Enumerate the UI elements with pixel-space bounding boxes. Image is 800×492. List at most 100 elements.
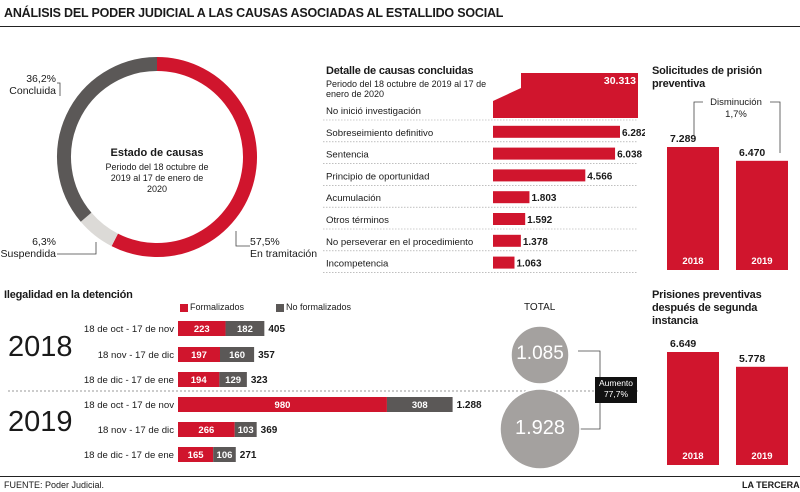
detalle-bar bbox=[493, 191, 530, 204]
solicitudes-bracket-left bbox=[693, 101, 703, 135]
ilegalidad-no-formalizados-label: 106 bbox=[217, 450, 233, 461]
detalle-category-label: Principio de oportunidad bbox=[326, 171, 429, 182]
donut-subtitle-line-2: 2019 al 17 de enero de bbox=[110, 173, 204, 183]
ilegalidad-period-label: 18 de oct - 17 de nov bbox=[84, 400, 174, 411]
ilegalidad-bar-no-formalizados bbox=[234, 422, 257, 437]
donut-segment-suspendida bbox=[80, 212, 119, 247]
detalle-subtitle-line-1: Periodo del 18 octubre de 2019 al 17 de bbox=[326, 79, 487, 89]
detalle-bar bbox=[493, 213, 526, 225]
year-2019-label: 2019 bbox=[8, 406, 73, 438]
aumento-line-2: 77,7% bbox=[603, 389, 629, 399]
donut-segment-tramitacion bbox=[111, 57, 257, 257]
ilegalidad-period-label: 18 de dic - 17 de ene bbox=[84, 450, 174, 461]
legend-no-formalizados-swatch bbox=[276, 304, 284, 312]
solicitudes-value-label: 7.289 bbox=[670, 133, 696, 145]
ilegalidad-title: Ilegalidad en la detención bbox=[4, 289, 133, 301]
detalle-category-label: Acumulación bbox=[326, 193, 381, 204]
ilegalidad-formalizados-label: 194 bbox=[191, 375, 208, 386]
solicitudes-title-line-2: preventiva bbox=[652, 78, 706, 90]
total-2018-value: 1.085 bbox=[516, 343, 564, 364]
ilegalidad-bar-formalizados bbox=[178, 422, 235, 437]
ilegalidad-bar-formalizados bbox=[178, 397, 387, 412]
ilegalidad-bar-no-formalizados bbox=[220, 347, 255, 362]
detalle-value-label: 1.592 bbox=[527, 215, 552, 226]
donut-label-concluida-pct: 36,2% bbox=[26, 73, 56, 85]
detalle-bar bbox=[493, 256, 515, 269]
ilegalidad-bar-no-formalizados bbox=[213, 447, 236, 462]
detalle-value-label: 6.282 bbox=[622, 128, 645, 139]
detalle-subtitle-line-2: enero de 2020 bbox=[326, 89, 385, 99]
prisiones-title-line-2: después de segunda bbox=[652, 302, 758, 314]
ilegalidad-no-formalizados-label: 103 bbox=[238, 425, 254, 436]
solicitudes-bar bbox=[736, 160, 788, 270]
donut-chart bbox=[57, 57, 257, 257]
prisiones-title-line-3: instancia bbox=[652, 315, 698, 327]
prisiones-value-label: 5.778 bbox=[739, 353, 765, 365]
detalle-funnel bbox=[493, 88, 638, 118]
detalle-bar bbox=[493, 147, 616, 160]
ilegalidad-total-label: 357 bbox=[258, 350, 275, 361]
prisiones-title-line-1: Prisiones preventivas bbox=[652, 289, 762, 301]
ilegalidad-total-label: 271 bbox=[240, 450, 257, 461]
detalle-category-label: No perseverar en el procedimiento bbox=[326, 237, 473, 248]
ilegalidad-period-label: 18 de oct - 17 de nov bbox=[84, 324, 174, 335]
donut-subtitle-line-3: 2020 bbox=[146, 184, 168, 194]
detalle-chart: 30.313 No inició investigación Sobreseimie… bbox=[323, 73, 645, 273]
detalle-title: Detalle de causas concluidas bbox=[326, 65, 474, 77]
detalle-value-label: 1.803 bbox=[531, 193, 556, 204]
detalle-value-label: 1.378 bbox=[523, 237, 548, 248]
legend-no-formalizados-label: No formalizados bbox=[286, 302, 352, 312]
ilegalidad-formalizados-label: 165 bbox=[188, 450, 205, 461]
detalle-total-bar bbox=[521, 73, 638, 88]
ilegalidad-formalizados-label: 980 bbox=[275, 400, 291, 411]
detalle-category-label: Incompetencia bbox=[326, 259, 389, 270]
donut-subtitle: Periodo del 18 octubre de 2019 al 17 de … bbox=[96, 162, 218, 195]
solicitudes-note-line-2: 1,7% bbox=[725, 109, 747, 120]
solicitudes-note-line-1: Disminución bbox=[710, 97, 762, 108]
donut-label-tramitacion-pct: 57,5% bbox=[250, 236, 280, 248]
donut-label-suspendida: Suspendida bbox=[0, 248, 56, 260]
detalle-category-label: Sentencia bbox=[326, 150, 369, 161]
leader-concluida bbox=[57, 82, 61, 96]
solicitudes-value-label: 6.470 bbox=[739, 147, 765, 159]
ilegalidad-total-label: 1.288 bbox=[457, 400, 482, 411]
detalle-category-label: Otros términos bbox=[326, 215, 389, 226]
ilegalidad-no-formalizados-label: 129 bbox=[225, 375, 241, 386]
prisiones-bar bbox=[667, 352, 719, 465]
total-2019-value: 1.928 bbox=[514, 417, 566, 439]
leader-tramitacion bbox=[235, 231, 250, 247]
ilegalidad-bar-formalizados bbox=[178, 321, 226, 336]
detalle-category-label: No inició investigación bbox=[326, 106, 421, 117]
solicitudes-bracket-right bbox=[770, 101, 781, 153]
ilegalidad-bar-no-formalizados bbox=[219, 372, 247, 387]
ilegalidad-total-label: 323 bbox=[251, 375, 268, 386]
detalle-subtitle: Periodo del 18 octubre de 2019 al 17 de … bbox=[326, 79, 486, 99]
detalle-value-label: 1.063 bbox=[516, 259, 541, 270]
ilegalidad-no-formalizados-label: 182 bbox=[237, 324, 253, 335]
donut-segments bbox=[57, 57, 257, 257]
prisiones-bar bbox=[736, 366, 788, 465]
ilegalidad-bar-formalizados bbox=[178, 372, 220, 387]
ilegalidad-period-label: 18 nov - 17 de dic bbox=[98, 350, 174, 361]
ilegalidad-formalizados-label: 223 bbox=[194, 324, 210, 335]
detalle-bar bbox=[493, 234, 521, 247]
donut-title: Estado de causas bbox=[110, 147, 204, 159]
footer-brand: LA TERCERA bbox=[742, 480, 800, 490]
header-rule bbox=[0, 26, 800, 27]
ilegalidad-bar-formalizados bbox=[178, 347, 221, 362]
solicitudes-bar bbox=[667, 147, 719, 270]
aumento-line-1: Aumento bbox=[598, 378, 634, 388]
solicitudes-title: Solicitudes de prisión preventiva bbox=[652, 65, 762, 91]
prisiones-title: Prisiones preventivas después de segunda… bbox=[652, 289, 762, 328]
detalle-total-label: 30.313 bbox=[604, 75, 636, 87]
solicitudes-title-line-1: Solicitudes de prisión bbox=[652, 65, 762, 77]
ilegalidad-bar-no-formalizados bbox=[386, 397, 453, 412]
ilegalidad-period-label: 18 nov - 17 de dic bbox=[98, 425, 174, 436]
detalle-bar bbox=[493, 125, 620, 138]
ilegalidad-bar-formalizados bbox=[178, 447, 214, 462]
donut-subtitle-line-1: Periodo del 18 octubre de bbox=[105, 162, 209, 172]
prisiones-year-label: 2019 bbox=[751, 451, 772, 462]
footer-source: FUENTE: Poder Judicial. bbox=[4, 480, 105, 490]
donut-label-suspendida-pct: 6,3% bbox=[32, 236, 56, 248]
